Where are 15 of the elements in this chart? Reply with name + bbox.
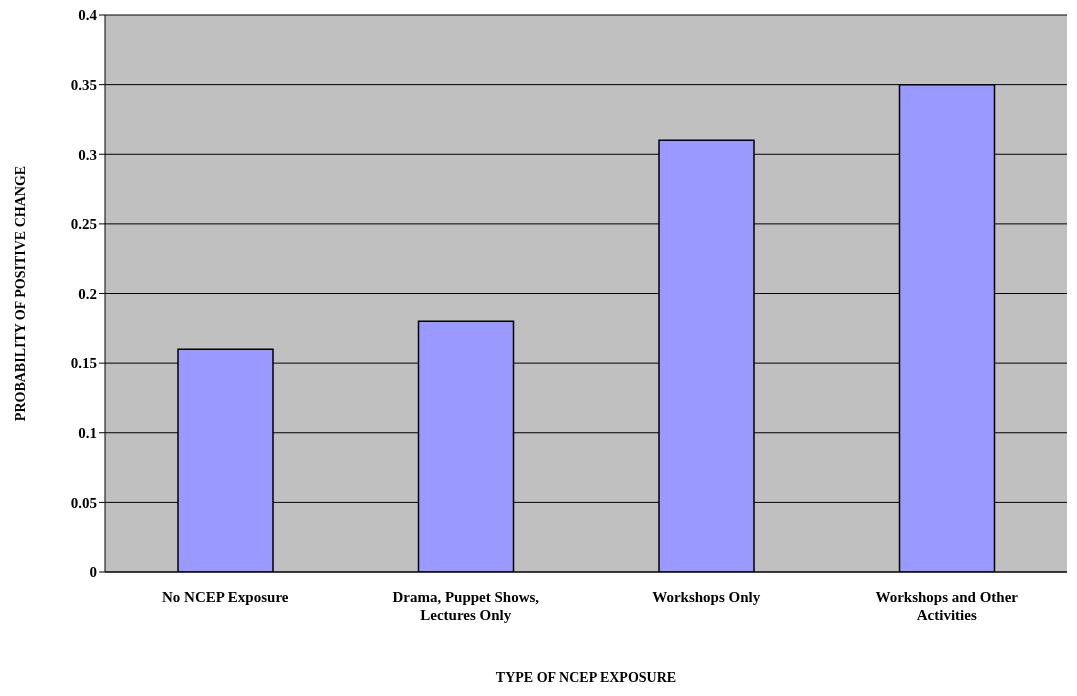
y-tick-label: 0: [89, 564, 97, 581]
y-tick-label: 0.15: [70, 355, 97, 372]
y-tick-label: 0.05: [70, 494, 97, 511]
x-tick-label: Drama, Puppet Shows, Lectures Only: [392, 589, 540, 623]
y-tick-label: 0.25: [70, 216, 97, 233]
x-axis-title: TYPE OF NCEP EXPOSURE: [495, 670, 677, 685]
y-axis-title: PROBABILITY OF POSITIVE CHANGE: [12, 165, 28, 422]
x-tick-label: Workshops and Other Activities: [875, 589, 1019, 623]
y-tick-label: 0.4: [78, 7, 98, 24]
y-tick-label: 0.1: [78, 425, 97, 442]
y-tick-label: 0.2: [78, 285, 97, 302]
x-tick-label: No NCEP Exposure: [162, 589, 289, 605]
y-tick-label: 0.35: [70, 76, 97, 93]
x-tick-label: Workshops Only: [652, 589, 761, 605]
y-tick-label: 0.3: [78, 146, 97, 163]
